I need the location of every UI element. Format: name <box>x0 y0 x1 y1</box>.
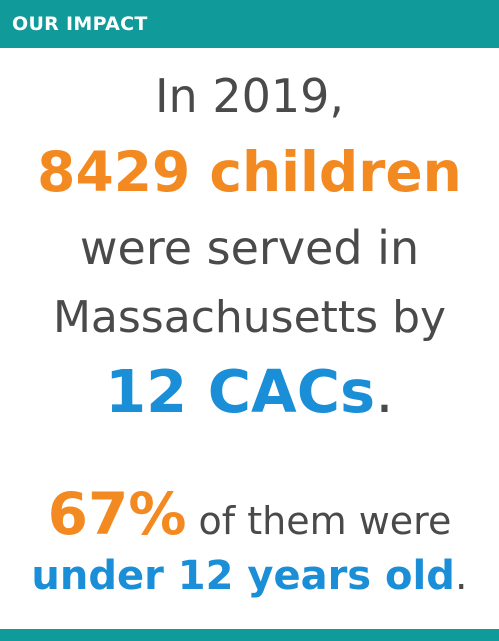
children-count: 8429 children <box>37 140 462 204</box>
percent-line: 67% of them were <box>0 478 499 557</box>
cacs-count: 12 CACs <box>105 357 376 426</box>
section-title: OUR IMPACT <box>12 13 148 35</box>
cacs-period: . <box>375 357 394 426</box>
served-line: were served in <box>79 221 420 275</box>
age-line: under 12 years old. <box>0 548 499 604</box>
header-bar: OUR IMPACT <box>0 0 499 48</box>
percent-value: 67% <box>47 480 187 548</box>
footer-bar <box>0 629 499 641</box>
age-period: . <box>454 553 468 599</box>
location-line: Massachusetts by <box>52 292 447 343</box>
percent-tail: of them were <box>186 499 452 543</box>
cacs-line: 12 CACs. <box>0 355 499 429</box>
year-line: In 2019, <box>154 69 345 123</box>
age-text: under 12 years old <box>31 553 455 599</box>
